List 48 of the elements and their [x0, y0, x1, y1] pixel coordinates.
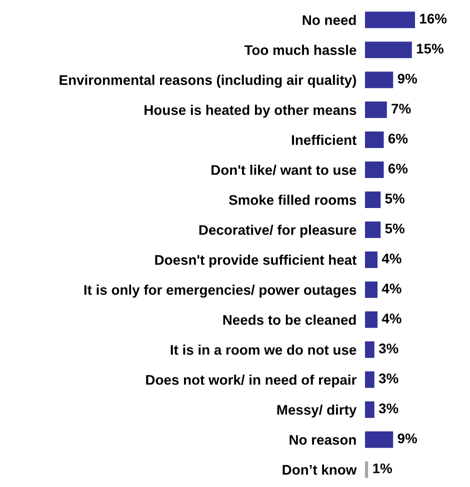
data-label: 3% — [378, 344, 398, 354]
bar — [365, 371, 374, 388]
y-tick-label: Decorative/ for pleasure — [199, 224, 356, 238]
y-tick-label: House is heated by other means — [144, 104, 356, 118]
y-tick-label: No need — [302, 14, 356, 26]
bar — [365, 281, 378, 298]
bar — [365, 132, 384, 148]
y-tick-label: Environmental reasons (including air quality) — [60, 74, 356, 88]
data-label: 16% — [420, 14, 447, 24]
data-label: 15% — [416, 44, 444, 54]
data-label: 9% — [398, 433, 417, 444]
data-label: 6% — [388, 134, 408, 144]
bar — [365, 431, 394, 448]
y-tick-label: Needs to be cleaned — [223, 314, 356, 325]
bar — [365, 341, 374, 358]
data-label: 3% — [378, 374, 398, 384]
y-tick-label: Too much hassle — [244, 44, 356, 56]
bar — [365, 72, 394, 88]
y-tick-label: Doesn't provide sufficient heat — [155, 254, 357, 268]
data-label: 4% — [382, 314, 402, 324]
data-label: 4% — [382, 254, 402, 264]
bar — [365, 12, 415, 28]
y-tick-label: Messy/ dirty — [277, 404, 357, 418]
y-tick-label: Don’t know — [282, 464, 357, 475]
data-label: 1% — [373, 464, 392, 474]
data-label: 5% — [385, 194, 404, 204]
y-tick-label: It is in a room we do not use — [170, 344, 356, 355]
data-label: 6% — [388, 164, 408, 174]
bar — [365, 461, 368, 478]
data-label: 4% — [382, 284, 402, 294]
bar — [365, 42, 412, 58]
bar — [365, 162, 384, 178]
y-tick-label: It is only for emergencies/ power outages — [84, 284, 356, 298]
bar — [365, 251, 378, 268]
bar — [365, 311, 378, 328]
data-label: 3% — [378, 404, 398, 414]
y-tick-label: Smoke filled rooms — [228, 194, 356, 205]
data-label: 9% — [398, 74, 417, 84]
data-label: 5% — [385, 224, 404, 234]
bar — [365, 221, 381, 238]
data-label: 7% — [392, 104, 411, 114]
bar — [365, 102, 387, 118]
y-tick-label: Inefficient — [292, 134, 357, 145]
bar — [365, 192, 381, 208]
bar — [365, 401, 374, 418]
y-tick-label: Don't like/ want to use — [212, 164, 356, 176]
y-tick-label: No reason — [290, 435, 356, 445]
y-tick-label: Does not work/ in need of repair — [146, 374, 356, 388]
